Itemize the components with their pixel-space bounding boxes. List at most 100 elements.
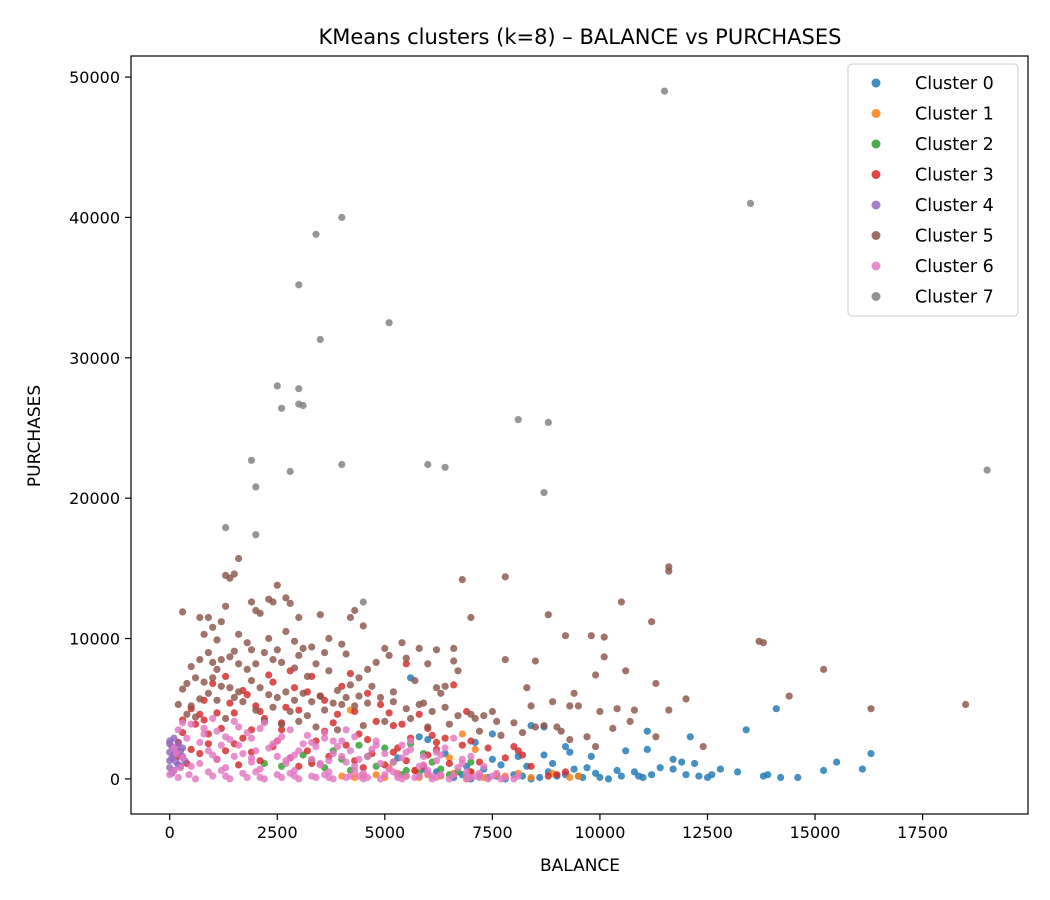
legend-marker bbox=[871, 292, 881, 301]
data-point bbox=[282, 757, 290, 765]
data-point bbox=[415, 772, 423, 780]
data-point bbox=[381, 750, 389, 758]
data-point bbox=[230, 752, 238, 761]
data-point bbox=[209, 772, 217, 780]
data-point bbox=[777, 773, 785, 782]
data-point bbox=[432, 738, 441, 747]
data-point bbox=[303, 731, 311, 740]
data-point bbox=[170, 734, 178, 742]
data-point bbox=[389, 748, 397, 756]
data-point bbox=[652, 679, 660, 688]
data-point bbox=[260, 719, 268, 727]
data-point bbox=[185, 771, 193, 779]
data-point bbox=[256, 773, 264, 782]
data-point bbox=[235, 554, 243, 563]
data-point bbox=[269, 656, 277, 664]
data-point bbox=[407, 745, 415, 754]
data-point bbox=[252, 747, 260, 755]
data-point bbox=[256, 609, 264, 617]
data-point bbox=[381, 771, 389, 779]
data-point bbox=[686, 733, 694, 741]
data-point bbox=[381, 717, 389, 726]
data-point bbox=[325, 757, 333, 765]
data-point bbox=[351, 766, 359, 775]
data-point bbox=[265, 634, 273, 643]
data-point bbox=[441, 734, 449, 742]
data-point bbox=[299, 401, 307, 410]
x-tick-label: 17500 bbox=[897, 823, 948, 842]
data-point bbox=[682, 695, 690, 703]
data-point bbox=[239, 750, 247, 758]
data-point bbox=[230, 570, 238, 578]
data-point bbox=[549, 698, 557, 706]
data-point bbox=[394, 773, 402, 782]
data-point bbox=[583, 733, 591, 741]
data-point bbox=[648, 771, 656, 779]
data-point bbox=[265, 671, 273, 679]
data-point bbox=[351, 733, 359, 741]
data-point bbox=[583, 764, 591, 772]
data-point bbox=[441, 463, 449, 471]
data-point bbox=[402, 654, 410, 662]
data-point bbox=[200, 724, 208, 733]
data-point bbox=[566, 702, 574, 710]
data-point bbox=[230, 717, 238, 726]
data-point bbox=[746, 199, 755, 207]
data-point bbox=[613, 705, 621, 713]
legend-marker bbox=[871, 200, 881, 210]
legend-entry: Cluster 6 bbox=[915, 257, 994, 277]
data-point bbox=[209, 658, 217, 667]
legend-marker bbox=[871, 139, 881, 149]
x-tick-label: 0 bbox=[165, 823, 175, 842]
data-point bbox=[316, 335, 324, 344]
data-point bbox=[359, 622, 367, 630]
data-point bbox=[381, 744, 389, 752]
data-point bbox=[617, 598, 626, 606]
data-point bbox=[346, 747, 354, 755]
data-point bbox=[191, 775, 200, 783]
data-point bbox=[359, 598, 367, 606]
data-point bbox=[527, 702, 535, 710]
data-point bbox=[389, 758, 397, 766]
data-point bbox=[544, 611, 552, 619]
data-point bbox=[592, 743, 600, 751]
data-point bbox=[691, 759, 699, 768]
legend-marker bbox=[871, 261, 881, 271]
data-point bbox=[187, 663, 195, 671]
data-point bbox=[286, 707, 294, 716]
data-point bbox=[269, 740, 277, 748]
data-point bbox=[402, 705, 410, 713]
data-point bbox=[230, 647, 238, 655]
data-point bbox=[833, 758, 841, 766]
data-point bbox=[385, 709, 393, 717]
data-point bbox=[295, 385, 303, 393]
data-point bbox=[540, 751, 548, 759]
data-point bbox=[424, 769, 432, 777]
data-point bbox=[385, 651, 393, 660]
y-tick-label: 10000 bbox=[69, 630, 120, 649]
data-point bbox=[200, 716, 208, 724]
data-point bbox=[329, 750, 337, 758]
x-tick-label: 10000 bbox=[574, 823, 625, 842]
data-point bbox=[376, 700, 385, 709]
series-cluster-6 bbox=[166, 714, 522, 783]
data-point bbox=[290, 637, 299, 645]
data-point bbox=[226, 736, 234, 744]
data-point bbox=[716, 765, 725, 773]
x-tick-label: 15000 bbox=[790, 823, 841, 842]
legend-entry: Cluster 1 bbox=[915, 105, 994, 125]
data-point bbox=[273, 693, 281, 702]
data-point bbox=[549, 759, 557, 768]
data-point bbox=[665, 706, 673, 714]
data-point bbox=[295, 717, 303, 726]
data-points bbox=[166, 87, 991, 783]
data-point bbox=[295, 281, 303, 289]
data-point bbox=[475, 773, 484, 782]
data-point bbox=[450, 657, 458, 665]
data-point bbox=[329, 737, 337, 745]
series-cluster-5 bbox=[174, 554, 970, 751]
data-point bbox=[247, 646, 256, 654]
data-point bbox=[286, 599, 294, 608]
data-point bbox=[467, 737, 475, 745]
data-point bbox=[660, 87, 669, 95]
